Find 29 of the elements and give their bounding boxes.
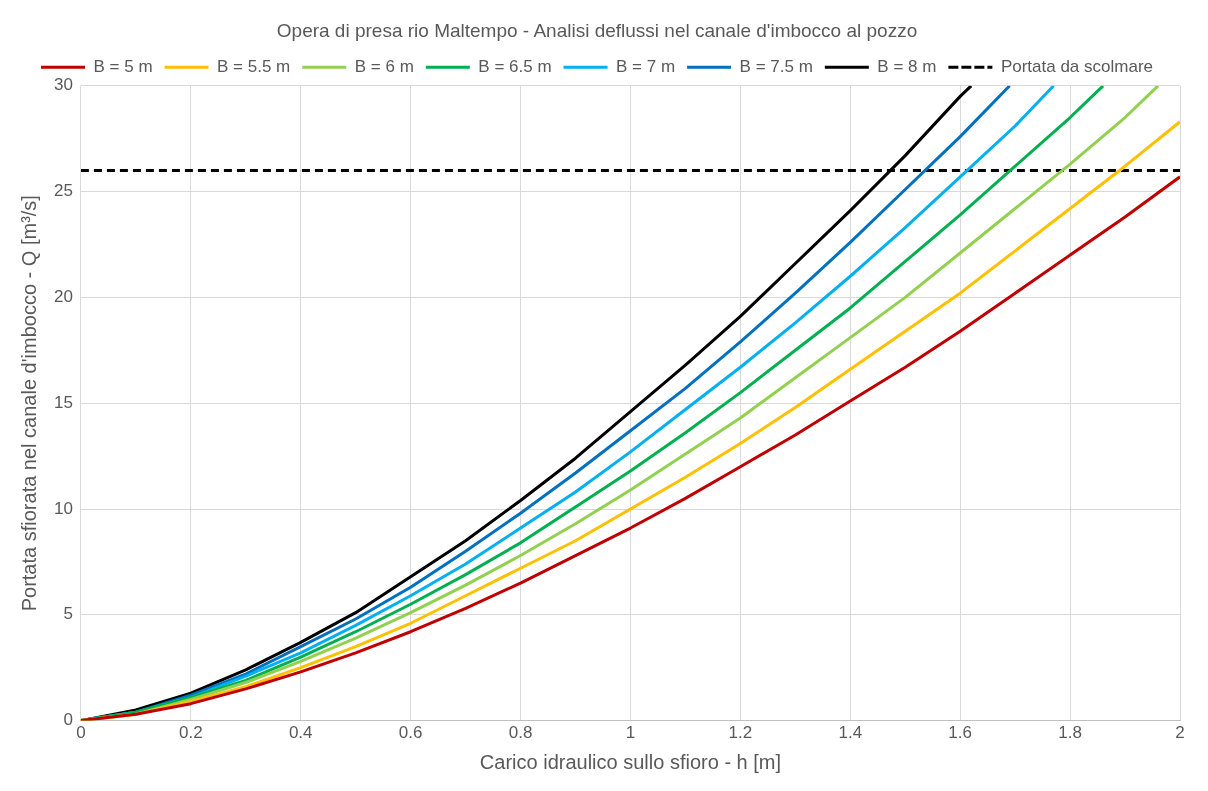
legend-label: B = 5.5 m — [217, 56, 291, 76]
legend-label: B = 6 m — [354, 56, 414, 76]
legend-label: B = 6.5 m — [478, 56, 552, 76]
y-tick-label: 15 — [53, 392, 73, 412]
x-tick-label: 1.8 — [1058, 723, 1082, 743]
legend-label: B = 7.5 m — [739, 56, 813, 76]
y-tick-label: 20 — [53, 287, 73, 307]
legend-label: B = 8 m — [877, 56, 937, 76]
x-tick-label: 1.4 — [838, 723, 863, 743]
x-tick-label: 0.4 — [288, 723, 313, 743]
y-tick-label: 30 — [53, 75, 73, 95]
y-tick-label: 25 — [53, 181, 73, 201]
x-tick-label: 1.2 — [728, 723, 753, 743]
y-tick-label: 10 — [53, 498, 73, 518]
x-tick-label: 1.6 — [948, 723, 972, 743]
x-tick-label: 0 — [76, 723, 86, 743]
legend-label: B = 7 m — [616, 56, 676, 76]
x-tick-label: 0.8 — [508, 723, 533, 743]
x-tick-label: 2 — [1175, 723, 1185, 743]
x-tick-label: 0.2 — [179, 723, 203, 743]
legend-label: B = 5 m — [93, 56, 153, 76]
x-tick-label: 0.6 — [398, 723, 423, 743]
x-tick-label: 1 — [625, 723, 636, 743]
y-tick-label: 5 — [63, 604, 73, 624]
chart-title: Opera di presa rio Maltempo - Analisi deflussi nel canale d'imbocco al pozzo — [276, 19, 918, 41]
legend-label: Portata da scolmare — [1000, 56, 1154, 76]
y-tick-label: 0 — [63, 710, 73, 730]
x-axis-title: Carico idraulico sullo sfioro - h [m] — [479, 750, 782, 773]
y-axis-title: Portata sfiorata nel canale d'imbocco - Q [m³/s] — [17, 195, 40, 612]
